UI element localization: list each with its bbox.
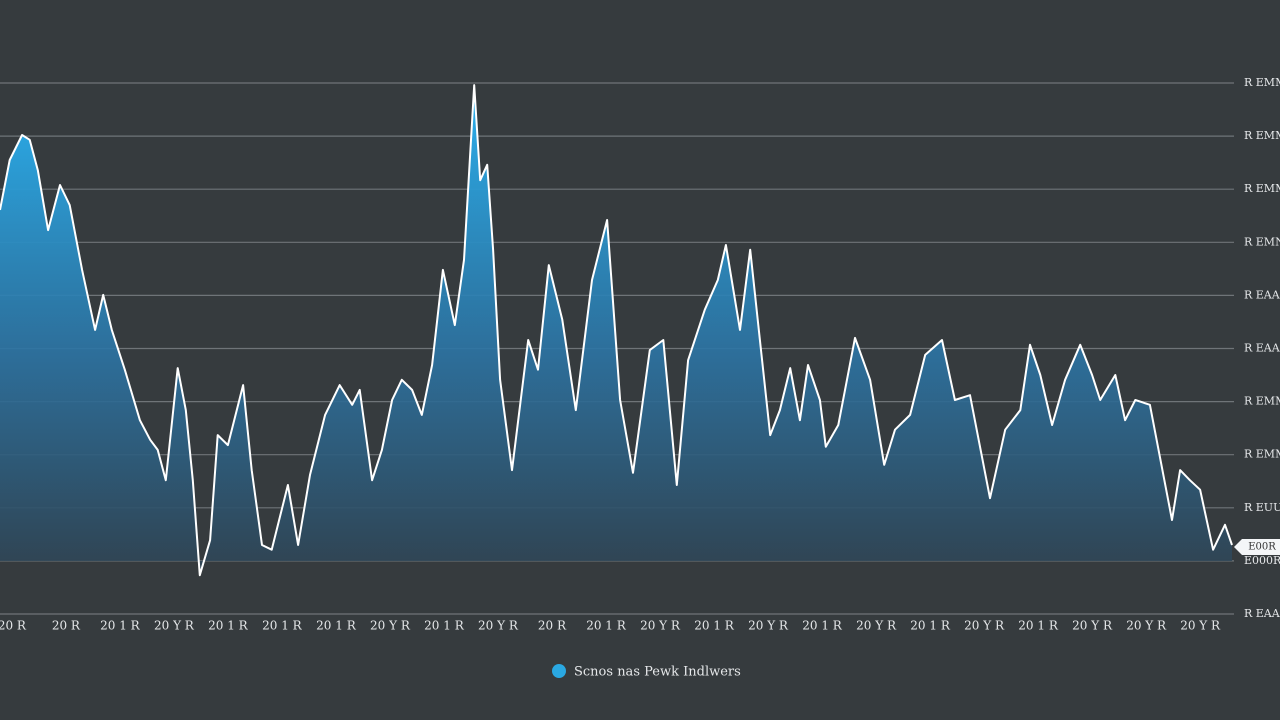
x-tick-label: 20 Y R [856,619,897,633]
x-tick-label: 20 Y R [748,619,789,633]
x-tick-label: 20 Y R [1180,619,1221,633]
x-tick-label: 20 Y R [1126,619,1167,633]
y-tick-label: E000R [1244,554,1280,567]
area-fill [0,85,1232,576]
end-annotation: E00R [1234,538,1280,555]
y-tick-label: R EMM [1244,395,1280,408]
x-tick-label: 20 1 R [208,619,249,633]
legend: Scnos nas Pewk Indlwers [552,664,741,680]
y-tick-label: R EMM [1244,182,1280,195]
x-tick-label: 20 Y R [640,619,681,633]
x-tick-label: 20 1 R [910,619,951,633]
annotation-label: E00R [1248,541,1276,552]
x-tick-label: 20 1 R [100,619,141,633]
y-tick-label: R EMN [1244,235,1280,248]
x-tick-label: 20 R [52,619,81,633]
plot: E00R [0,84,1280,577]
x-tick-label: 20 1 R [586,619,627,633]
legend-label: Scnos nas Pewk Indlwers [574,665,741,680]
x-tick-label: 20 Y R [478,619,519,633]
x-tick-label: 20 Y R [964,619,1005,633]
x-tick-label: 20 1 R [694,619,735,633]
x-tick-label: 20 R [538,619,567,633]
annotation-badge [1234,538,1280,555]
x-tick-label: 20 1 R [802,619,843,633]
x-tick-label: 20 Y R [154,619,195,633]
x-tick-label: 20 1 R [424,619,465,633]
x-tick-label: 20 1 R [316,619,357,633]
x-tick-label: 20 1 R [1018,619,1059,633]
y-tick-label: R EMM [1244,129,1280,142]
x-tick-label: 20 Y R [1072,619,1113,633]
y-tick-label: R EMM [1244,448,1280,461]
y-tick-label: R EMMN [1244,76,1280,89]
x-tick-label: 20 Y R [370,619,411,633]
series-line [0,84,1233,577]
legend-swatch [552,664,566,678]
x-tick-label: 20 R [0,619,27,633]
x-tick-label: 20 1 R [262,619,303,633]
